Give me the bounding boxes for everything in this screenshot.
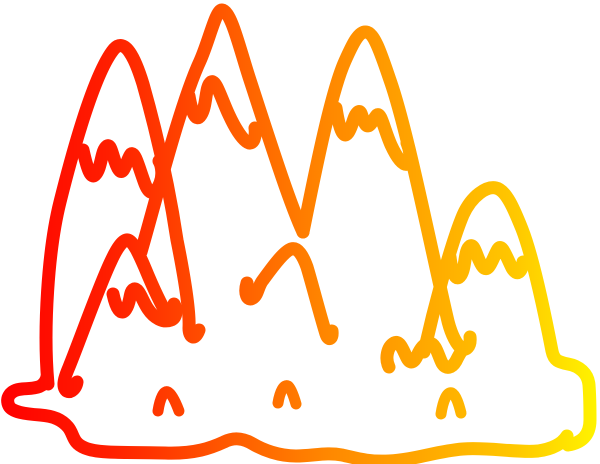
foreground-hill-snowline bbox=[106, 282, 183, 328]
mountain-3-outline bbox=[296, 25, 477, 356]
mountain-3-snowline bbox=[329, 101, 417, 171]
foreground-hill-outline bbox=[57, 233, 175, 399]
mountain-2-snowline bbox=[182, 75, 262, 150]
ground-check-right bbox=[435, 387, 467, 420]
mountain-4-snowline bbox=[443, 239, 530, 285]
mountain-4-outline bbox=[417, 181, 597, 452]
base-rocks-center bbox=[239, 242, 339, 345]
ground-outline bbox=[1, 370, 574, 464]
base-rocks-right bbox=[380, 336, 473, 374]
ground-check-middle bbox=[272, 380, 302, 410]
ground-check-left bbox=[152, 386, 185, 417]
mountain-2-outline bbox=[134, 3, 310, 259]
mountain-1-outline bbox=[39, 39, 206, 391]
